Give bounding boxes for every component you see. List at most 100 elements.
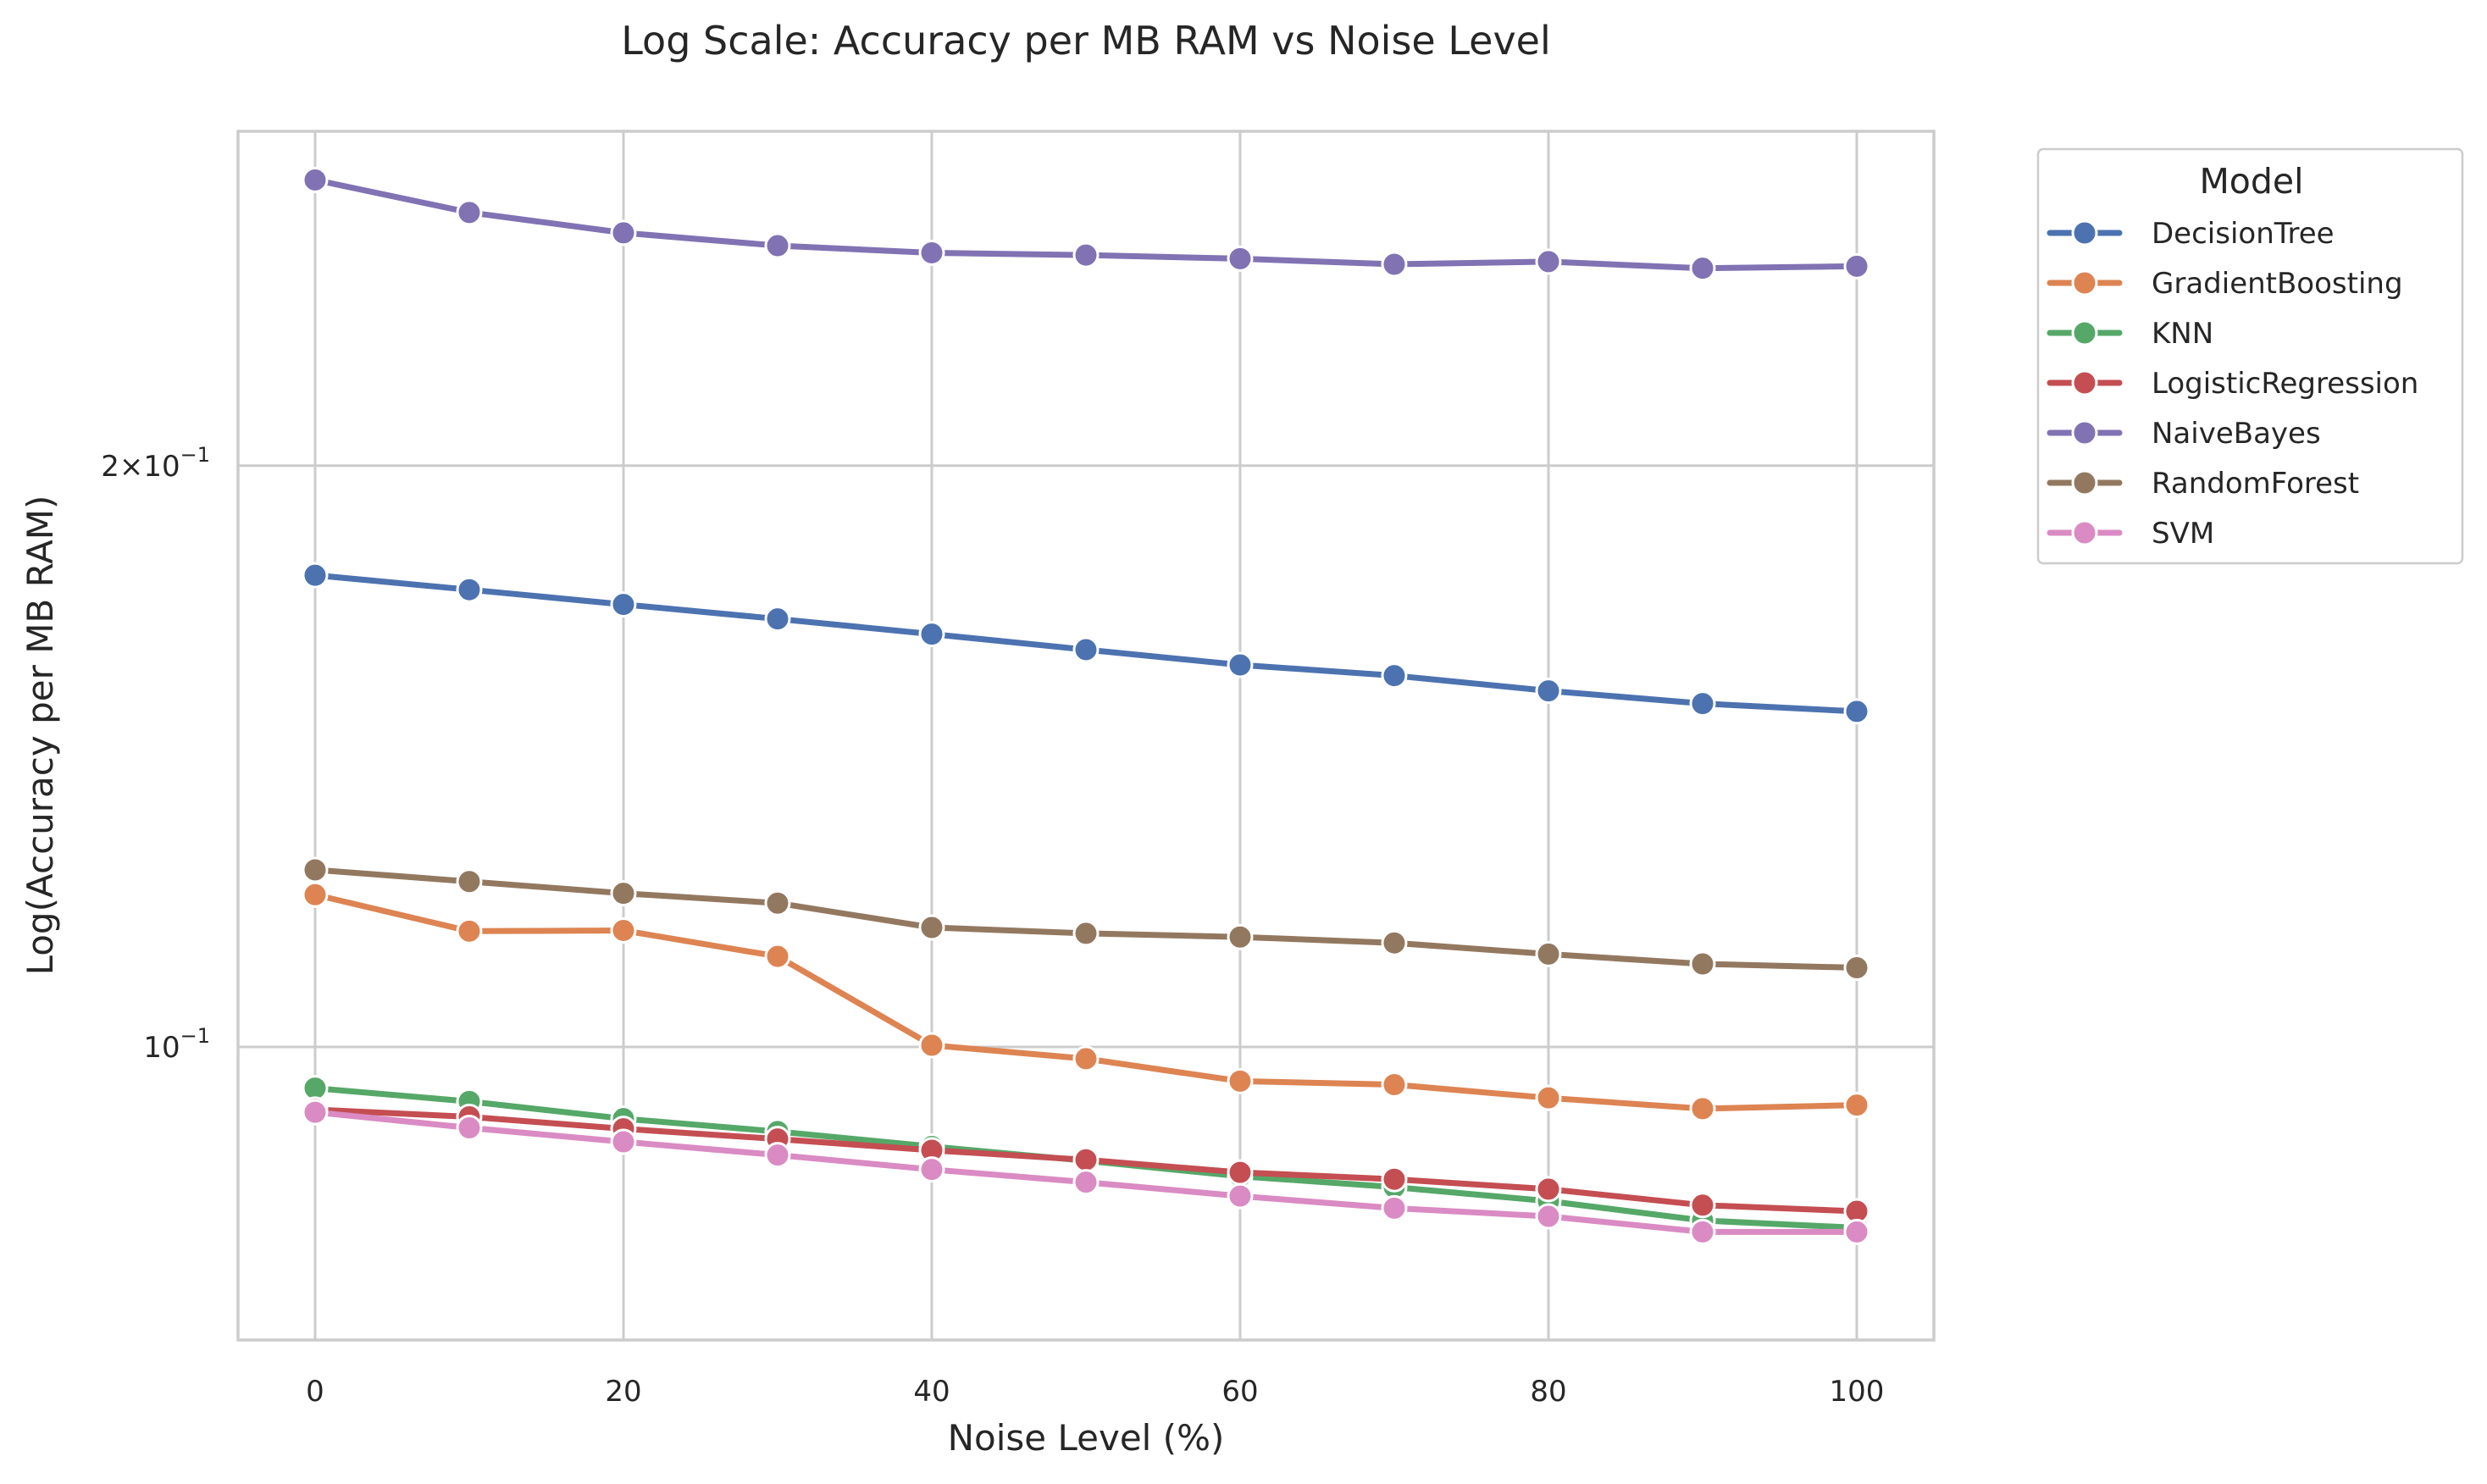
x-tick-label: 40 [913, 1375, 950, 1409]
data-point-gradientboosting [1689, 1095, 1716, 1122]
x-tick-label: 20 [605, 1375, 641, 1409]
legend-item-logisticregression: LogisticRegression [2047, 367, 2418, 401]
data-point-logisticregression [1072, 1146, 1099, 1173]
legend-marker [2071, 419, 2098, 446]
data-point-randomforest [456, 868, 483, 895]
legend-label: DecisionTree [2152, 217, 2335, 251]
plot-background [238, 131, 1934, 1340]
data-point-randomforest [1843, 955, 1870, 982]
legend-marker [2071, 269, 2098, 296]
legend-items: DecisionTree GradientBoosting KNN LogisticR… [2047, 217, 2418, 551]
legend-label: LogisticRegression [2152, 367, 2418, 401]
data-point-randomforest [1689, 950, 1716, 977]
data-point-randomforest [1227, 923, 1254, 950]
x-axis-label: Noise Level (%) [948, 1417, 1225, 1459]
series-gradientboosting [302, 881, 1870, 1122]
data-point-decisiontree [1381, 662, 1408, 689]
data-point-svm [918, 1156, 945, 1183]
data-point-svm [1689, 1218, 1716, 1245]
data-point-decisiontree [1535, 678, 1562, 705]
data-point-decisiontree [1689, 690, 1716, 717]
data-point-randomforest [1381, 929, 1408, 956]
data-point-gradientboosting [1535, 1084, 1562, 1111]
legend-item-gradientboosting: GradientBoosting [2047, 267, 2403, 301]
data-point-decisiontree [1072, 636, 1099, 663]
data-point-randomforest [764, 889, 791, 916]
data-point-naivebayes [918, 239, 945, 266]
data-point-svm [302, 1099, 329, 1126]
data-point-logisticregression [1381, 1166, 1408, 1193]
legend-label: KNN [2152, 317, 2213, 351]
data-point-svm [764, 1142, 791, 1169]
data-point-randomforest [918, 914, 945, 941]
data-point-decisiontree [610, 591, 637, 618]
data-point-decisiontree [1843, 698, 1870, 725]
data-point-randomforest [610, 880, 637, 907]
data-point-gradientboosting [1381, 1071, 1408, 1098]
data-point-logisticregression [1535, 1176, 1562, 1203]
x-tick-label: 60 [1221, 1375, 1258, 1409]
grid-lines [238, 131, 1934, 1340]
series-naivebayes [302, 166, 1870, 282]
data-point-decisiontree [456, 576, 483, 603]
chart-title: Log Scale: Accuracy per MB RAM vs Noise … [621, 18, 1551, 64]
legend-frame [2036, 147, 2464, 565]
data-point-gradientboosting [764, 943, 791, 970]
data-point-svm [456, 1114, 483, 1141]
y-axis-label: Log(Accuracy per MB RAM) [19, 496, 61, 976]
series-randomforest [302, 856, 1870, 982]
legend-label: RandomForest [2152, 467, 2359, 501]
data-point-naivebayes [1535, 248, 1562, 275]
data-point-gradientboosting [456, 917, 483, 944]
data-point-svm [1843, 1218, 1870, 1245]
data-point-logisticregression [1689, 1192, 1716, 1219]
legend-item-svm: SVM [2047, 517, 2214, 551]
data-point-naivebayes [456, 199, 483, 226]
data-point-decisiontree [918, 621, 945, 648]
legend-label: NaiveBayes [2152, 417, 2321, 451]
y-tick-label: 2×10−1 [101, 443, 210, 484]
data-point-naivebayes [1689, 255, 1716, 282]
data-point-naivebayes [302, 166, 329, 193]
data-point-naivebayes [610, 219, 637, 246]
data-point-randomforest [1072, 920, 1099, 947]
legend-title: Model [2199, 161, 2303, 202]
legend-label: SVM [2152, 517, 2214, 551]
y-tick-label: 10−1 [143, 1024, 210, 1065]
data-point-gradientboosting [918, 1032, 945, 1059]
data-point-svm [1227, 1182, 1254, 1210]
data-point-randomforest [302, 856, 329, 883]
data-point-randomforest [1535, 940, 1562, 967]
data-point-gradientboosting [610, 916, 637, 944]
data-point-decisiontree [764, 606, 791, 633]
legend-label: GradientBoosting [2152, 267, 2403, 301]
legend-item-randomforest: RandomForest [2047, 467, 2359, 501]
x-tick-label: 0 [306, 1375, 324, 1409]
series-decisiontree [302, 562, 1870, 725]
legend-item-decisiontree: DecisionTree [2047, 217, 2335, 251]
data-point-naivebayes [1843, 252, 1870, 280]
data-point-logisticregression [1227, 1159, 1254, 1186]
plot-frame [236, 130, 1936, 1342]
series-logisticregression [302, 1096, 1870, 1225]
legend-marker [2071, 219, 2098, 246]
tick-labels: 0 20 40 60 80 100 10−1 2×10−1 [101, 443, 1884, 1409]
data-point-naivebayes [1072, 241, 1099, 269]
data-point-gradientboosting [302, 881, 329, 908]
legend: Model DecisionTree GradientBoosting KNN Log… [2036, 147, 2464, 565]
series-lines [302, 166, 1870, 1245]
data-point-decisiontree [302, 562, 329, 589]
x-tick-label: 100 [1830, 1375, 1885, 1409]
data-point-svm [1072, 1169, 1099, 1196]
legend-marker [2071, 519, 2098, 546]
x-tick-label: 80 [1530, 1375, 1566, 1409]
data-point-gradientboosting [1227, 1067, 1254, 1094]
data-point-naivebayes [1227, 245, 1254, 272]
data-point-naivebayes [764, 232, 791, 259]
legend-marker [2071, 469, 2098, 496]
data-point-decisiontree [1227, 651, 1254, 678]
legend-item-knn: KNN [2047, 317, 2213, 351]
data-point-gradientboosting [1843, 1092, 1870, 1119]
legend-marker [2071, 369, 2098, 396]
data-point-gradientboosting [1072, 1045, 1099, 1072]
